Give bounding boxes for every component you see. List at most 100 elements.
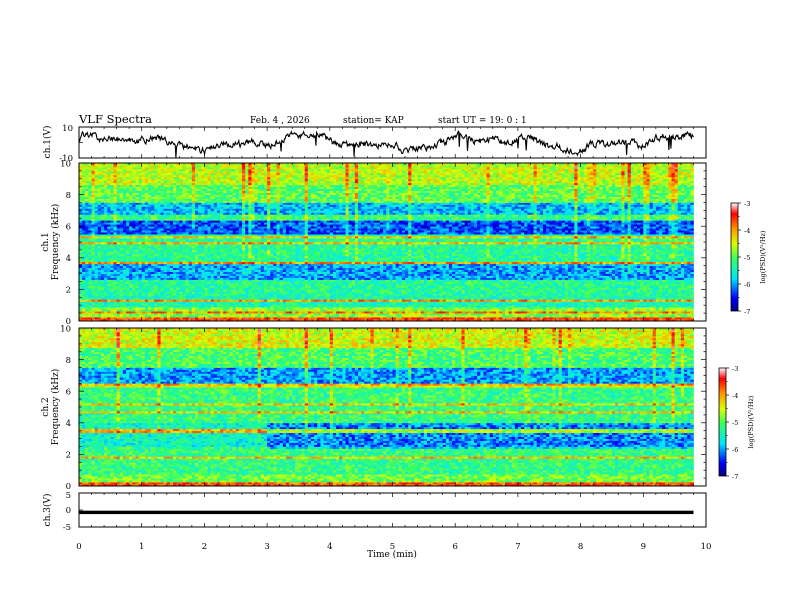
- ch1-spectrogram-cell: [511, 307, 516, 310]
- ch1-spectrogram-cell: [398, 317, 403, 320]
- ch1-spectrogram-cell: [467, 309, 472, 312]
- ch1-spectrogram-cell: [207, 309, 212, 312]
- ch1-spectrogram-cell: [414, 305, 418, 308]
- ch1-spectrogram-cell: [185, 305, 190, 308]
- ch1-spectrogram-cell: [301, 307, 306, 310]
- ch1-spectrogram-cell: [630, 313, 635, 316]
- ch1-spectrogram-cell: [483, 317, 487, 320]
- ch1-spectrogram-cell: [263, 317, 268, 320]
- ch1-spectrogram-cell: [257, 319, 262, 322]
- ch1-spectrogram-cell: [126, 319, 130, 322]
- ch1-spectrogram-cell: [329, 319, 334, 322]
- ch1-spectrogram-cell: [104, 319, 108, 322]
- ch1-spectrogram-cell: [285, 305, 290, 308]
- ch1-spectrogram-cell: [348, 307, 353, 310]
- ch1-spectrogram-cell: [151, 311, 155, 314]
- ch1-spectrogram-cell: [383, 311, 387, 314]
- ch1-spectrogram-cell: [652, 317, 657, 320]
- ch1-spectrogram-cell: [195, 307, 199, 310]
- ch1-spectrogram-cell: [267, 315, 271, 318]
- ch1-spectrogram-cell: [495, 311, 500, 314]
- ch1-spectrogram-cell: [122, 313, 127, 316]
- ch1-spectrogram-cell: [144, 309, 149, 312]
- ch1-spectrogram-cell: [455, 307, 459, 310]
- ch1-spectrogram-cell: [408, 315, 412, 318]
- ch1-spectrogram-cell: [100, 311, 105, 314]
- ch1-spectrogram-cell: [637, 313, 641, 316]
- ch1-spectrogram-cell: [574, 317, 578, 320]
- ch1-spectrogram-cell: [191, 317, 196, 320]
- ch1-spectrogram-cell: [608, 315, 613, 318]
- ch1-spectrogram-cell: [568, 317, 572, 320]
- ch1-spectrogram-cell: [502, 319, 506, 322]
- ch1-spectrogram-cell: [242, 305, 246, 308]
- ch1-spectrogram-cell: [182, 311, 186, 314]
- ch1-spectrogram-cell: [452, 305, 456, 308]
- ch1-spectrogram-cell: [292, 309, 296, 312]
- ch1-spectrogram-cell: [107, 309, 111, 312]
- ch1-spectrogram-cell: [546, 315, 550, 318]
- ch1-spectrogram-cell: [618, 311, 622, 314]
- ch1-spectrogram-cell: [320, 317, 324, 320]
- ch1-spectrogram-cell: [373, 313, 378, 316]
- ch1-spectrogram-cell: [395, 317, 400, 320]
- ch1-spectrogram-cell: [358, 311, 362, 314]
- ch1-spectrogram-cell: [367, 313, 371, 316]
- ch1-spectrogram-cell: [539, 307, 544, 310]
- ch1-spectrogram-cell: [646, 311, 650, 314]
- ch1-spectrogram-cell: [379, 307, 384, 310]
- ch1-spectrogram-cell: [210, 315, 215, 318]
- ch1-spectrogram-cell: [555, 313, 560, 316]
- ch1-spectrogram-cell: [154, 313, 158, 316]
- ch1-spectrogram-cell: [336, 305, 340, 308]
- ch1-spectrogram-cell: [514, 317, 519, 320]
- ch1-spectrogram-cell: [260, 309, 265, 312]
- ch1-spectrogram-cell: [141, 305, 146, 308]
- ch1-spectrogram-cell: [191, 307, 196, 310]
- ch1-spectrogram-cell: [157, 309, 161, 312]
- ch1-spectrogram-cell: [586, 309, 591, 312]
- ch1-spectrogram-cell: [326, 315, 331, 318]
- ch1-spectrogram-cell: [323, 311, 328, 314]
- ch1-spectrogram-cell: [263, 307, 268, 310]
- ch1-spectrogram-cell: [232, 313, 237, 316]
- ch1-spectrogram-cell: [677, 319, 682, 322]
- ch1-spectrogram-cell: [461, 315, 465, 318]
- ch1-spectrogram-cell: [279, 313, 284, 316]
- ch1-spectrogram-cell: [624, 319, 628, 322]
- ch1-spectrogram-cell: [533, 307, 538, 310]
- ch1-spectrogram-cell: [169, 307, 174, 310]
- ch1-spectrogram-cell: [351, 317, 356, 320]
- ch1-spectrogram-cell: [97, 311, 102, 314]
- ch1-spectrogram-cell: [310, 311, 315, 314]
- ch1-spectrogram-cell: [527, 305, 531, 308]
- ch1-spectrogram-cell: [423, 307, 428, 310]
- ch1-spectrogram-cell: [618, 317, 622, 320]
- ch1-spectrogram-cell: [326, 309, 331, 312]
- ch1-spectrogram-cell: [489, 313, 494, 316]
- ch1-spectrogram-cell: [185, 317, 190, 320]
- ch1-spectrogram-cell: [104, 315, 108, 318]
- ch1-spectrogram-cell: [119, 305, 124, 308]
- ch1-spectrogram-cell: [201, 315, 205, 318]
- ch1-spectrogram-cell: [430, 311, 434, 314]
- ch1-spectrogram-cell: [373, 309, 378, 312]
- ch1-spectrogram-cell: [314, 309, 318, 312]
- ch1-spectrogram-cell: [376, 313, 381, 316]
- ch1-spectrogram-cell: [464, 311, 469, 314]
- ch1-spectrogram-cell: [213, 311, 218, 314]
- ch1-spectrogram-cell: [307, 317, 312, 320]
- ch1-spectrogram-cell: [376, 319, 381, 322]
- ch1-spectrogram-cell: [536, 311, 541, 314]
- ch1-spectrogram-cell: [539, 317, 544, 320]
- ch1-spectrogram-cell: [292, 307, 296, 310]
- ch1-spectrogram-cell: [627, 311, 632, 314]
- ch1-spectrogram-cell: [489, 311, 494, 314]
- ch1-spectrogram-cell: [511, 305, 516, 308]
- ch1-spectrogram-cell: [188, 307, 193, 310]
- ch1-spectrogram-cell: [226, 309, 230, 312]
- ch1-spectrogram-cell: [88, 317, 92, 320]
- ch1-spectrogram-cell: [135, 305, 139, 308]
- ch1-spectrogram-cell: [448, 315, 453, 318]
- ch1-spectrogram-cell: [662, 319, 666, 322]
